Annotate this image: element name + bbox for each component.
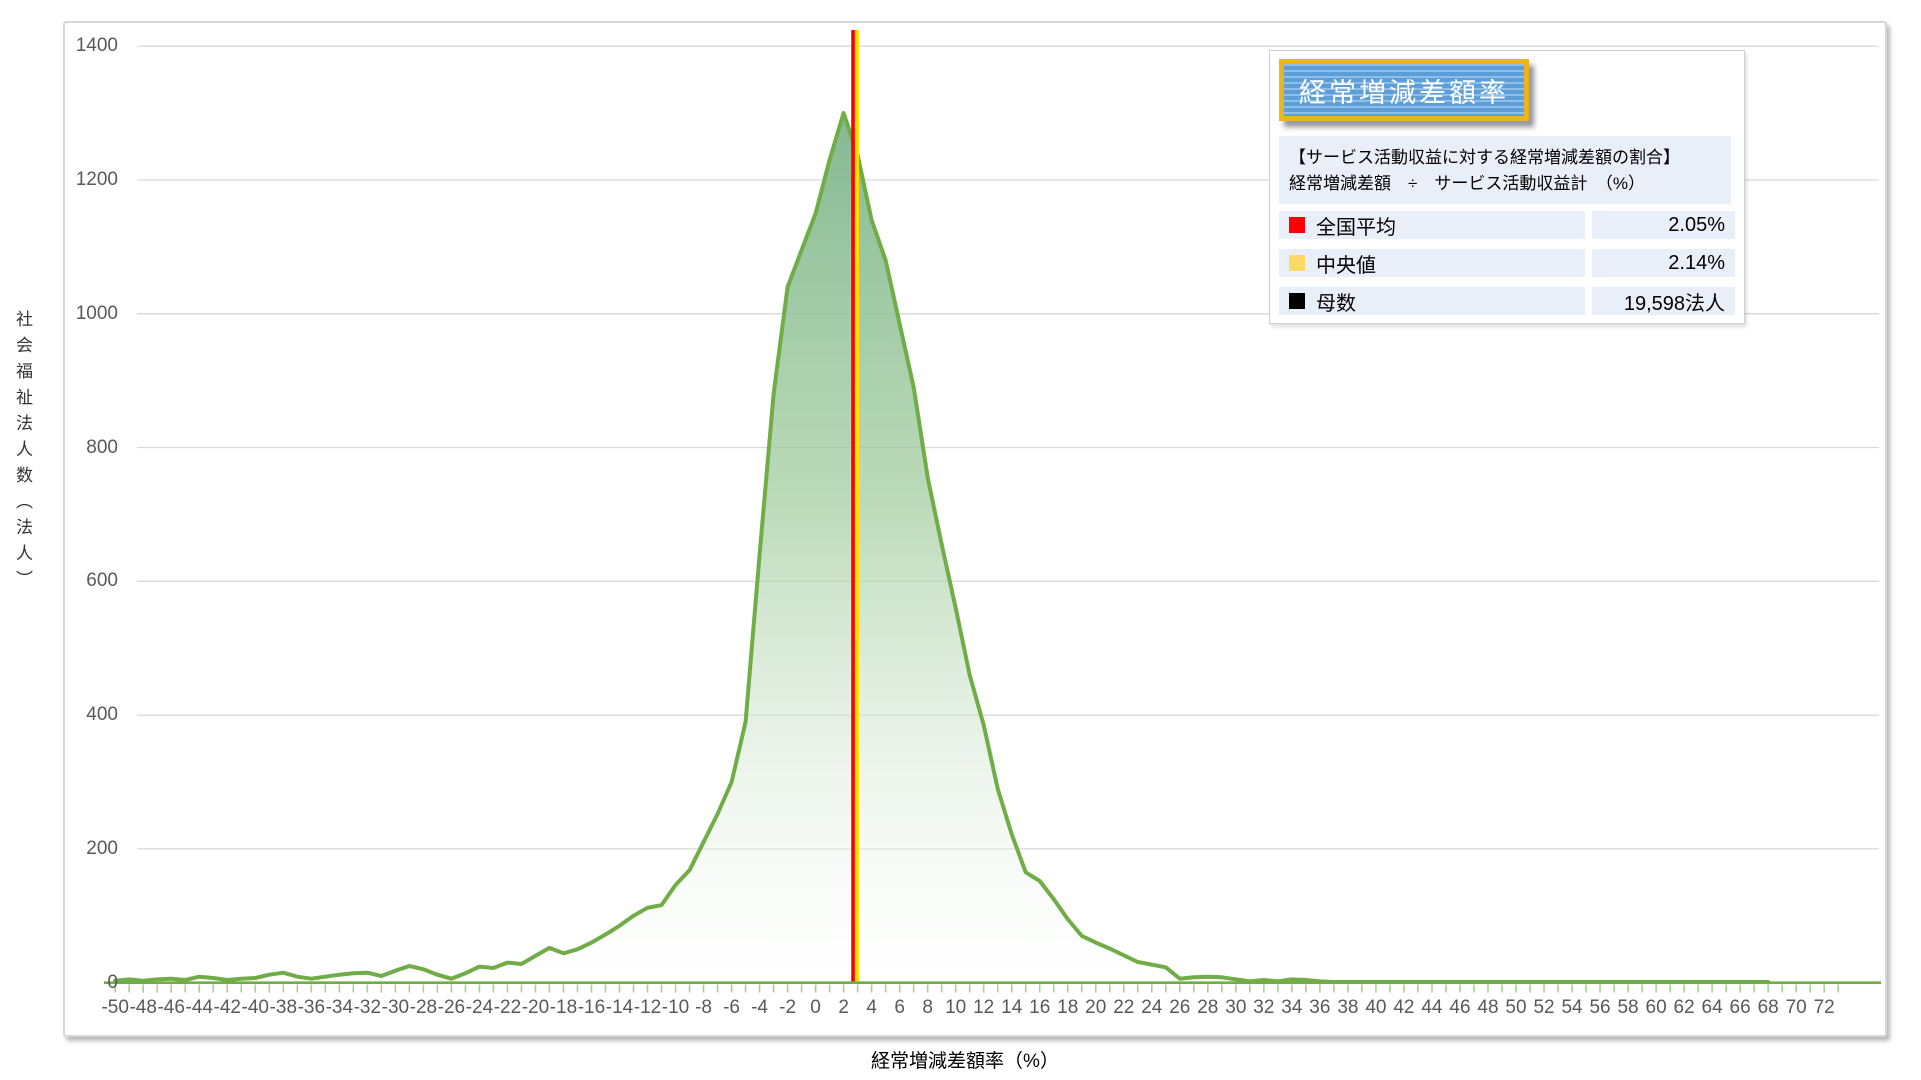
- x-tick-label: -8: [695, 997, 712, 1018]
- x-tick-label: 68: [1757, 997, 1779, 1018]
- x-tick-label: 16: [1029, 997, 1051, 1018]
- x-tick-label: 8: [922, 997, 933, 1018]
- x-tick-label: 22: [1113, 997, 1135, 1018]
- x-tick-label: -14: [605, 997, 634, 1018]
- x-tick-label: -44: [185, 997, 213, 1018]
- x-tick-label: -10: [661, 997, 690, 1018]
- y-tick-label: 600: [86, 570, 118, 592]
- x-tick-label: 62: [1673, 997, 1695, 1018]
- legend-row-value: 2.05%: [1592, 211, 1735, 239]
- x-tick-label: -46: [157, 997, 185, 1018]
- x-axis-title: 経常増減差額率（%）: [871, 1051, 1059, 1072]
- y-tick-label: 400: [86, 704, 118, 726]
- x-tick-label: -30: [381, 997, 410, 1018]
- x-tick-label: 46: [1449, 997, 1471, 1018]
- x-tick-label: 58: [1617, 997, 1639, 1018]
- y-tick-label: 800: [86, 436, 118, 458]
- x-tick-label: 28: [1197, 997, 1219, 1018]
- x-tick-label: 38: [1337, 997, 1359, 1018]
- x-tick-label: 70: [1785, 997, 1807, 1018]
- x-tick-label: 40: [1365, 997, 1387, 1018]
- x-tick-label: -4: [751, 997, 769, 1018]
- legend-row-median: 中央値 2.14%: [1279, 249, 1735, 277]
- x-tick-label: 0: [810, 997, 821, 1018]
- y-tick-label: 1200: [75, 168, 118, 190]
- legend-row-value: 2.14%: [1592, 249, 1735, 277]
- x-tick-label: 12: [973, 997, 995, 1018]
- y-tick-label: 1400: [75, 35, 118, 57]
- x-tick-label: -26: [437, 997, 466, 1018]
- x-tick-label: 50: [1505, 997, 1527, 1018]
- x-tick-label: 48: [1477, 997, 1499, 1018]
- x-tick-label: -42: [213, 997, 241, 1018]
- x-tick-label: 2: [838, 997, 849, 1018]
- legend-row-label: 母数: [1316, 292, 1356, 315]
- x-tick-label: -48: [129, 997, 157, 1018]
- y-tick-label: 200: [86, 837, 118, 859]
- x-tick-label: 72: [1813, 997, 1835, 1018]
- x-tick-label: 64: [1701, 997, 1723, 1018]
- x-tick-label: -16: [577, 997, 606, 1018]
- x-tick-label: -24: [465, 997, 494, 1018]
- x-tick-label: 52: [1533, 997, 1555, 1018]
- x-tick-label: -18: [549, 997, 578, 1018]
- median-color-swatch: [1289, 255, 1305, 271]
- x-tick-label: 56: [1589, 997, 1611, 1018]
- x-tick-label: 4: [866, 997, 877, 1018]
- x-tick-label: -34: [325, 997, 354, 1018]
- y-axis-title: 社会福祉法人数（法人）: [13, 310, 32, 596]
- legend-rows: 全国平均 2.05% 中央値 2.14% 母数 19,598法人: [1279, 211, 1735, 315]
- x-tick-label: -32: [353, 997, 382, 1018]
- x-tick-label: 14: [1001, 997, 1023, 1018]
- legend-formula-line1: 【サービス活動収益に対する経常増減差額の割合】: [1289, 148, 1680, 167]
- x-tick-label: -36: [297, 997, 326, 1018]
- x-tick-label: 20: [1085, 997, 1107, 1018]
- x-tick-label: -50: [101, 997, 129, 1018]
- y-tick-label: 0: [107, 971, 118, 993]
- x-tick-label: -2: [779, 997, 797, 1018]
- legend-panel: 経常増減差額率 【サービス活動収益に対する経常増減差額の割合】 経常増減差額 ÷…: [1269, 50, 1745, 324]
- x-tick-label: -12: [633, 997, 662, 1018]
- x-tick-label: 36: [1309, 997, 1331, 1018]
- x-tick-label: -40: [241, 997, 269, 1018]
- x-tick-label: 32: [1253, 997, 1275, 1018]
- x-tick-label: 6: [894, 997, 905, 1018]
- legend-formula-line2: 経常増減差額 ÷ サービス活動収益計 （%）: [1289, 174, 1645, 193]
- mean-color-swatch: [1289, 217, 1305, 233]
- x-tick-label: 24: [1141, 997, 1163, 1018]
- median-line: [854, 30, 860, 983]
- x-tick-label: -38: [269, 997, 298, 1018]
- x-tick-label: -22: [493, 997, 522, 1018]
- x-tick-label: 30: [1225, 997, 1247, 1018]
- legend-formula: 【サービス活動収益に対する経常増減差額の割合】 経常増減差額 ÷ サービス活動収…: [1279, 136, 1731, 204]
- x-tick-label: 66: [1729, 997, 1751, 1018]
- x-tick-label: 54: [1561, 997, 1583, 1018]
- x-tick-label: -28: [409, 997, 438, 1018]
- population-color-swatch: [1289, 293, 1305, 309]
- legend-row-value: 19,598法人: [1592, 287, 1735, 315]
- x-tick-label: 26: [1169, 997, 1191, 1018]
- legend-row-label: 全国平均: [1316, 216, 1396, 239]
- legend-row-label: 中央値: [1316, 254, 1376, 277]
- legend-title-badge: 経常増減差額率: [1279, 59, 1529, 121]
- x-tick-label: -6: [723, 997, 740, 1018]
- y-tick-label: 1000: [75, 302, 118, 324]
- x-tick-label: 10: [945, 997, 967, 1018]
- x-tick-label: 42: [1393, 997, 1415, 1018]
- x-tick-label: 34: [1281, 997, 1303, 1018]
- legend-row-population: 母数 19,598法人: [1279, 287, 1735, 315]
- mean-line: [851, 30, 855, 983]
- x-tick-label: -20: [521, 997, 550, 1018]
- x-tick-label: 44: [1421, 997, 1443, 1018]
- legend-row-mean: 全国平均 2.05%: [1279, 211, 1735, 239]
- x-tick-label: 60: [1645, 997, 1667, 1018]
- x-tick-label: 18: [1057, 997, 1079, 1018]
